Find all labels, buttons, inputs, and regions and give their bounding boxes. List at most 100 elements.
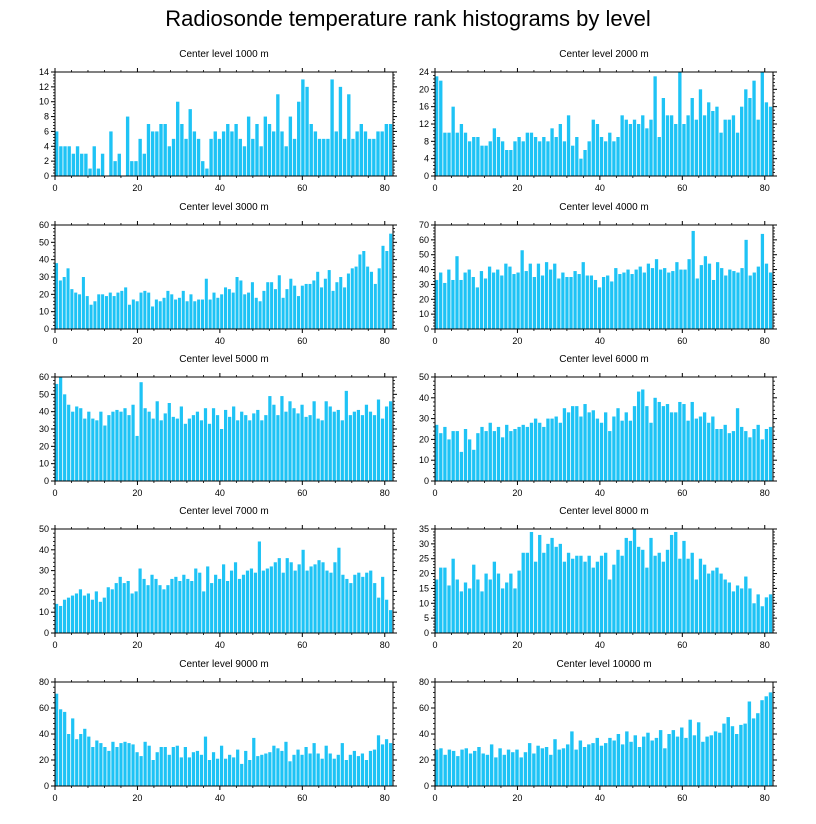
histogram-bar: [702, 115, 707, 176]
histogram-bar: [277, 275, 281, 329]
histogram-bar: [443, 754, 447, 786]
x-tick-label: 60: [297, 640, 307, 650]
histogram-bar: [707, 263, 712, 329]
x-tick-label: 0: [432, 793, 437, 803]
histogram-bar: [297, 564, 301, 633]
histogram-bar: [216, 297, 220, 329]
histogram-bar: [83, 728, 87, 786]
histogram-bar: [244, 415, 248, 481]
histogram-bar: [309, 124, 313, 176]
histogram-bar: [723, 579, 727, 633]
histogram-bar: [711, 570, 715, 633]
histogram-bar: [533, 561, 538, 633]
histogram-bar: [146, 124, 151, 176]
histogram-bar: [143, 408, 147, 481]
x-tick-label: 0: [52, 183, 57, 193]
histogram-bar: [756, 119, 760, 176]
x-tick-label: 20: [132, 488, 142, 498]
histogram-bar: [612, 564, 616, 633]
histogram-bar: [187, 757, 192, 786]
histogram-bar: [166, 585, 170, 633]
x-tick-label: 40: [595, 336, 605, 346]
histogram-bar: [75, 406, 79, 481]
histogram-bar: [83, 418, 87, 481]
histogram-bar: [147, 411, 151, 481]
histogram-bar: [485, 754, 490, 786]
histogram-bar: [521, 424, 525, 481]
histogram-bar: [143, 741, 147, 786]
histogram-bar: [78, 589, 83, 633]
histogram-bar: [268, 396, 272, 481]
histogram-bar: [504, 263, 508, 329]
histogram-bar: [328, 753, 332, 786]
y-tick-label: 6: [44, 126, 49, 136]
histogram-bar: [439, 272, 443, 329]
histogram-bar: [718, 732, 722, 786]
histogram-bar: [92, 146, 96, 176]
histogram-bar: [546, 418, 550, 481]
histogram-bar: [529, 531, 534, 633]
panel-title: Center level 6000 m: [559, 354, 649, 365]
histogram-bar: [496, 573, 501, 633]
histogram-bar: [591, 567, 595, 633]
histogram-bar: [380, 744, 385, 786]
histogram-bar: [715, 567, 719, 633]
histogram-bar: [591, 119, 595, 176]
x-tick-label: 20: [512, 336, 522, 346]
histogram-bar: [696, 722, 701, 786]
histogram-bar: [108, 292, 112, 329]
histogram-bar: [688, 719, 692, 786]
histogram-bar: [498, 748, 502, 786]
histogram-bar: [489, 744, 494, 786]
histogram-bar: [463, 272, 467, 329]
histogram-bar: [192, 131, 197, 176]
histogram-bar: [736, 272, 740, 329]
histogram-bar: [135, 435, 139, 481]
histogram-bar: [455, 431, 459, 481]
histogram-bar: [646, 263, 651, 329]
histogram-bar: [177, 297, 181, 329]
histogram-bar: [142, 578, 146, 633]
y-tick-label: 0: [44, 628, 49, 638]
histogram-bar: [297, 101, 301, 176]
histogram-bar: [55, 603, 59, 633]
histogram-bar: [338, 86, 343, 176]
histogram-bar: [727, 119, 731, 176]
histogram-bar: [87, 736, 91, 786]
histogram-bar: [506, 749, 511, 786]
histogram-bar: [557, 278, 561, 329]
histogram-bar: [308, 753, 312, 786]
histogram-bar: [582, 747, 587, 786]
y-tick-label: 60: [39, 372, 49, 382]
histogram-bar: [197, 299, 201, 329]
histogram-bar: [565, 277, 569, 329]
histogram-bar: [636, 124, 641, 176]
histogram-bar: [107, 750, 111, 786]
histogram-bar: [87, 411, 91, 481]
histogram-bar: [698, 89, 703, 176]
histogram-bar: [505, 582, 509, 633]
histogram-bar: [554, 546, 558, 633]
histogram-bar: [691, 230, 695, 329]
histogram-bar: [255, 124, 259, 176]
histogram-bar: [447, 585, 451, 633]
histogram-bar: [641, 389, 645, 481]
histogram-bar: [376, 131, 380, 176]
histogram-bar: [484, 145, 488, 176]
histogram-bar: [97, 294, 101, 329]
histogram-bar: [228, 754, 232, 786]
histogram-bar: [236, 749, 240, 786]
histogram-bar: [599, 422, 604, 481]
histogram-bar: [134, 591, 138, 633]
histogram-bar: [90, 599, 94, 633]
histogram-bar: [760, 72, 764, 176]
histogram-bar: [174, 576, 178, 633]
histogram-bar: [264, 415, 268, 481]
histogram-bar: [667, 272, 671, 329]
histogram-bar: [146, 585, 150, 633]
histogram-bar: [232, 757, 236, 786]
y-tick-label: 40: [419, 729, 429, 739]
histogram-bar: [739, 724, 743, 786]
histogram-bar: [642, 736, 646, 786]
y-tick-label: 70: [419, 220, 429, 230]
